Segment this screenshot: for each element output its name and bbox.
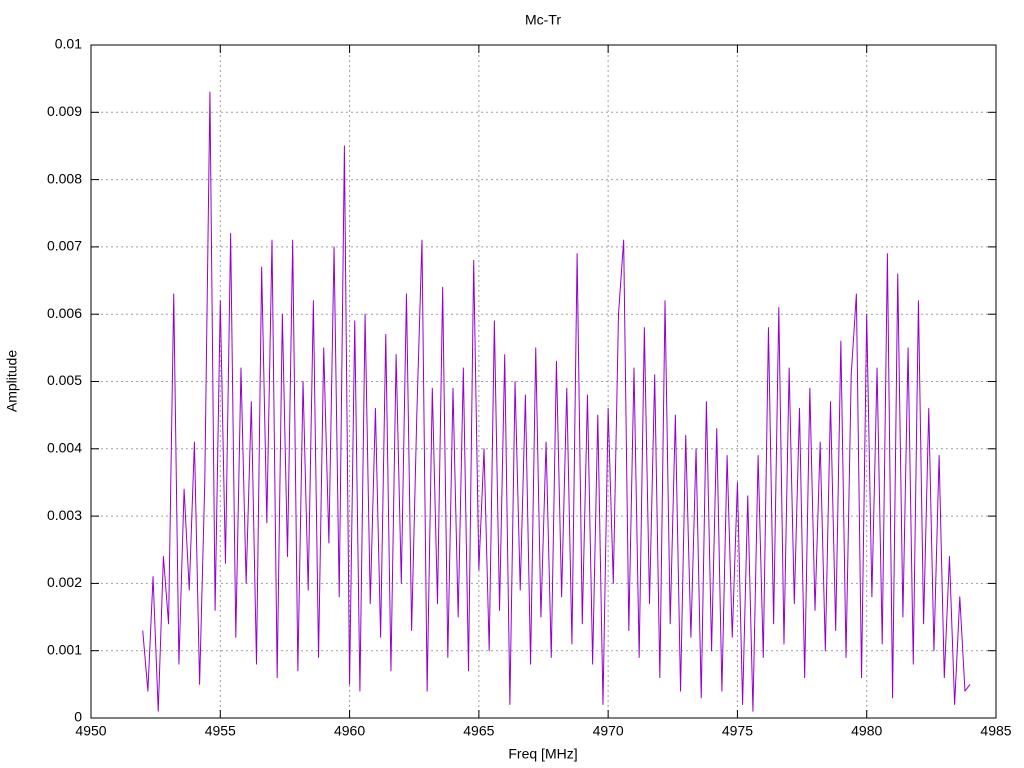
y-tick-label: 0.003	[47, 507, 82, 523]
x-tick-label: 4950	[75, 723, 106, 739]
y-tick-label: 0.009	[47, 103, 82, 119]
y-tick-label: 0.01	[55, 36, 82, 52]
y-tick-label: 0.005	[47, 372, 82, 388]
x-axis-label: Freq [MHz]	[508, 746, 577, 762]
x-tick-label: 4980	[851, 723, 882, 739]
x-tick-label: 4975	[722, 723, 753, 739]
y-tick-label: 0.006	[47, 305, 82, 321]
y-tick-label: 0.001	[47, 641, 82, 657]
x-tick-label: 4965	[463, 723, 494, 739]
y-axis-label: Amplitude	[4, 350, 20, 412]
y-tick-label: 0.008	[47, 170, 82, 186]
x-tick-label: 4985	[980, 723, 1011, 739]
x-tick-label: 4955	[205, 723, 236, 739]
y-tick-label: 0.004	[47, 440, 82, 456]
y-tick-label: 0.002	[47, 574, 82, 590]
y-tick-label: 0.007	[47, 238, 82, 254]
plot-border	[90, 44, 997, 719]
data-line	[142, 91, 971, 712]
y-tick-label: 0	[74, 709, 82, 725]
x-tick-label: 4970	[593, 723, 624, 739]
chart-title: Mc-Tr	[525, 12, 561, 28]
x-tick-label: 4960	[334, 723, 365, 739]
